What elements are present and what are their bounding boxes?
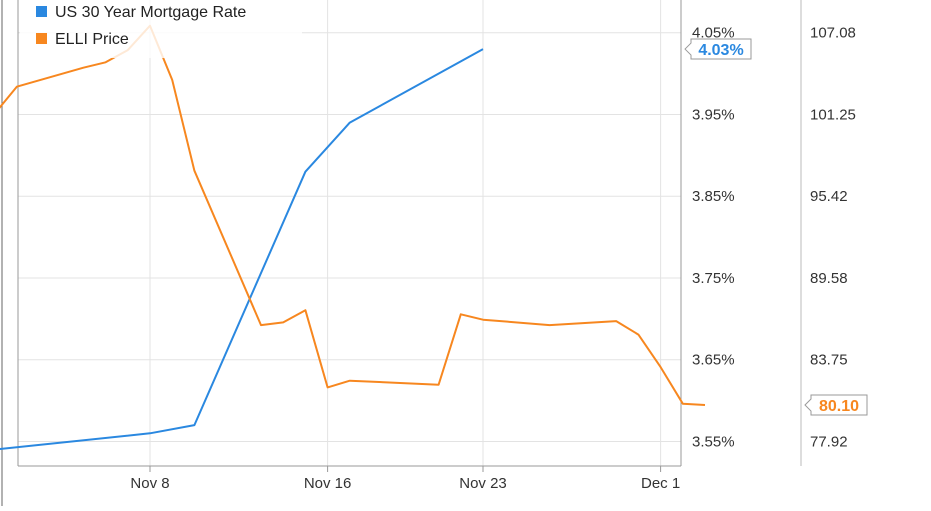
mortgage-rate-line: [0, 49, 483, 450]
right-axis-tick-label: 101.25: [810, 106, 856, 123]
end-label-text: 4.03%: [698, 42, 743, 59]
frame-layer: [2, 0, 801, 506]
axis-text-layer: 4.05%107.083.95%101.253.85%95.423.75%89.…: [130, 25, 855, 492]
x-axis-tick-label: Nov 16: [304, 475, 352, 492]
elli-price-line: [0, 26, 705, 405]
legend-label: US 30 Year Mortgage Rate: [55, 4, 246, 21]
legend: US 30 Year Mortgage Rate ELLI Price: [20, 0, 302, 58]
left-axis-tick-label: 3.65%: [692, 352, 735, 369]
right-axis-tick-label: 95.42: [810, 188, 848, 205]
left-axis-tick-label: 3.55%: [692, 433, 735, 450]
right-axis-tick-label: 89.58: [810, 270, 848, 287]
grid-layer: [18, 0, 681, 466]
x-axis-tick-label: Dec 1: [641, 475, 680, 492]
legend-label: ELLI Price: [55, 31, 129, 48]
left-axis-tick-label: 3.75%: [692, 270, 735, 287]
legend-swatch: [36, 33, 47, 44]
x-axis-tick-label: Nov 23: [459, 475, 507, 492]
end-label-text: 80.10: [819, 398, 859, 415]
legend-swatch: [36, 6, 47, 17]
right-axis-tick-label: 77.92: [810, 433, 848, 450]
elli-price-end-label: 80.10: [805, 395, 867, 415]
right-axis-tick-label: 107.08: [810, 25, 856, 42]
left-axis-tick-label: 3.95%: [692, 106, 735, 123]
mortgage-rate-end-label: 4.03%: [685, 39, 751, 59]
right-axis-tick-label: 83.75: [810, 352, 848, 369]
left-axis-tick-label: 3.85%: [692, 188, 735, 205]
series-layer: [0, 26, 705, 450]
x-axis-tick-label: Nov 8: [130, 475, 169, 492]
